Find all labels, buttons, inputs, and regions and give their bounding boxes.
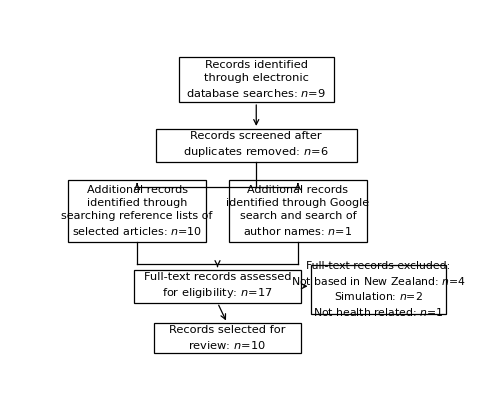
FancyBboxPatch shape bbox=[310, 265, 446, 314]
Text: Full-text records excluded:
Not based in New Zealand: $n$=4
Simulation: $n$=2
No: Full-text records excluded: Not based in… bbox=[291, 261, 466, 317]
FancyBboxPatch shape bbox=[154, 323, 301, 353]
FancyBboxPatch shape bbox=[134, 270, 301, 303]
Text: Records screened after
duplicates removed: $n$=6: Records screened after duplicates remove… bbox=[184, 131, 329, 159]
Text: Additional records
identified through
searching reference lists of
selected arti: Additional records identified through se… bbox=[62, 186, 213, 236]
FancyBboxPatch shape bbox=[179, 57, 334, 102]
FancyBboxPatch shape bbox=[229, 180, 366, 242]
FancyBboxPatch shape bbox=[68, 180, 206, 242]
Text: Full-text records assessed
for eligibility: $n$=17: Full-text records assessed for eligibili… bbox=[144, 272, 291, 300]
Text: Records selected for
review: $n$=10: Records selected for review: $n$=10 bbox=[169, 325, 286, 351]
Text: Additional records
identified through Google
search and search of
author names: : Additional records identified through Go… bbox=[226, 186, 370, 236]
FancyBboxPatch shape bbox=[156, 129, 357, 162]
Text: Records identified
through electronic
database searches: $n$=9: Records identified through electronic da… bbox=[186, 60, 326, 98]
